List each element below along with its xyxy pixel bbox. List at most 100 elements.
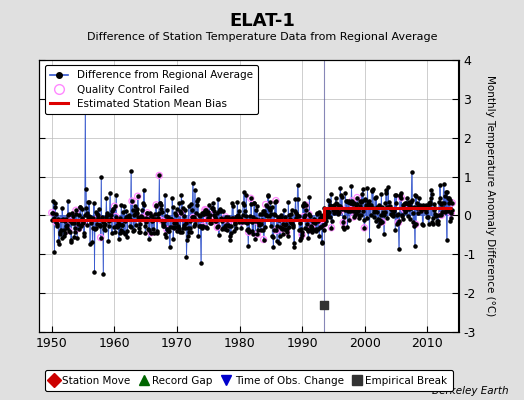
Point xyxy=(84,199,93,206)
Point xyxy=(359,208,367,214)
Point xyxy=(129,212,138,218)
Point xyxy=(160,223,168,230)
Point xyxy=(265,213,273,220)
Point xyxy=(113,224,121,231)
Point xyxy=(209,199,217,206)
Point xyxy=(222,222,230,229)
Point xyxy=(137,214,145,220)
Point xyxy=(371,195,379,201)
Point xyxy=(230,228,238,234)
Point xyxy=(78,205,86,212)
Point xyxy=(140,202,148,209)
Point xyxy=(181,225,190,231)
Point xyxy=(294,196,302,202)
Point xyxy=(189,180,197,187)
Point xyxy=(436,195,444,201)
Point xyxy=(420,206,429,212)
Point xyxy=(194,222,203,229)
Point xyxy=(360,225,368,231)
Point xyxy=(155,210,163,216)
Point xyxy=(328,203,336,209)
Point xyxy=(174,226,183,232)
Point xyxy=(418,220,427,227)
Point xyxy=(270,211,279,218)
Point xyxy=(330,206,339,212)
Point xyxy=(283,226,291,232)
Point xyxy=(155,172,163,179)
Point xyxy=(274,223,282,229)
Point xyxy=(60,227,68,233)
Point xyxy=(323,214,332,220)
Point xyxy=(397,190,405,196)
Point xyxy=(161,231,170,238)
Point xyxy=(320,204,329,211)
Point xyxy=(326,202,335,209)
Point xyxy=(133,210,141,216)
Point xyxy=(439,205,447,211)
Point xyxy=(272,227,281,234)
Point xyxy=(243,219,251,226)
Point xyxy=(246,213,255,220)
Point xyxy=(162,234,171,240)
Point xyxy=(271,199,279,205)
Point xyxy=(321,220,329,227)
Point xyxy=(389,213,397,220)
Point xyxy=(254,219,263,226)
Point xyxy=(172,212,180,218)
Point xyxy=(139,216,147,222)
Point xyxy=(382,190,390,196)
Point xyxy=(440,200,448,206)
Point xyxy=(331,194,340,201)
Point xyxy=(329,202,337,208)
Point xyxy=(70,220,78,227)
Point xyxy=(117,202,125,208)
Point xyxy=(278,225,286,231)
Point xyxy=(305,194,313,200)
Point xyxy=(231,220,239,226)
Point xyxy=(152,202,160,208)
Point xyxy=(433,220,441,226)
Point xyxy=(143,210,151,216)
Point xyxy=(347,200,355,206)
Point xyxy=(231,221,239,227)
Point xyxy=(448,200,456,206)
Point xyxy=(380,231,388,238)
Point xyxy=(138,214,147,220)
Point xyxy=(397,194,406,201)
Point xyxy=(247,219,256,226)
Point xyxy=(111,203,119,210)
Point xyxy=(51,204,60,210)
Point xyxy=(293,181,302,188)
Point xyxy=(269,234,277,240)
Point xyxy=(188,214,196,220)
Point xyxy=(219,225,227,231)
Point xyxy=(142,219,150,225)
Point xyxy=(82,205,91,211)
Point xyxy=(352,210,360,216)
Point xyxy=(218,226,226,232)
Point xyxy=(134,193,142,200)
Point xyxy=(245,229,253,236)
Point xyxy=(354,208,363,214)
Point xyxy=(403,195,411,201)
Point xyxy=(48,210,56,216)
Point xyxy=(273,238,281,245)
Point xyxy=(127,224,136,230)
Point xyxy=(62,223,70,230)
Point xyxy=(90,268,99,275)
Point xyxy=(321,210,330,216)
Point xyxy=(191,187,199,194)
Point xyxy=(112,213,120,220)
Point xyxy=(354,207,362,214)
Point xyxy=(386,206,395,212)
Point xyxy=(73,218,82,224)
Point xyxy=(103,210,111,216)
Point xyxy=(72,207,80,214)
Point xyxy=(277,226,286,232)
Point xyxy=(348,201,357,207)
Point xyxy=(213,224,222,230)
Point xyxy=(316,212,325,218)
Point xyxy=(398,212,407,218)
Point xyxy=(445,195,453,201)
Point xyxy=(385,205,394,211)
